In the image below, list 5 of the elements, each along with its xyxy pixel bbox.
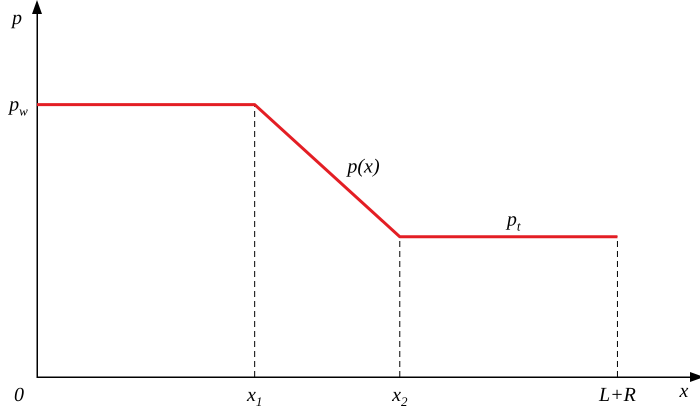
y-axis-title: p — [10, 7, 22, 29]
x-tick-label: 0 — [14, 384, 24, 406]
annotation: p(x) — [345, 156, 380, 178]
x-tick-label: L+R — [598, 384, 636, 406]
x-axis-title: x — [678, 380, 689, 402]
